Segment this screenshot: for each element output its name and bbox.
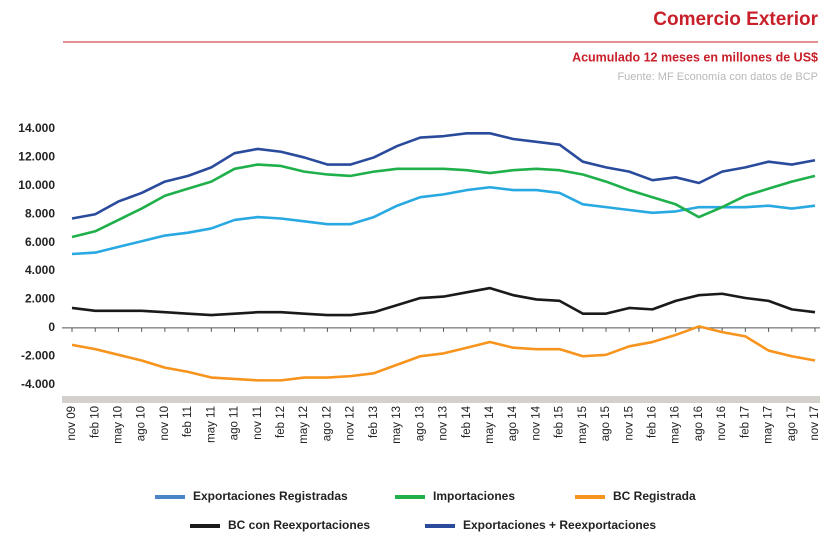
x-tick-label: may 17: [763, 406, 775, 444]
x-tick-label: feb 11: [182, 406, 194, 437]
x-tick-label: feb 17: [739, 406, 751, 438]
x-tick-label: feb 13: [368, 406, 380, 438]
y-tick-label: 6.000: [25, 235, 55, 249]
x-tick-label: ago 14: [507, 405, 519, 441]
x-tick-label: ago 13: [414, 406, 426, 441]
x-tick-label: nov 10: [159, 406, 171, 441]
chart-source: Fuente: MF Economía con datos de BCP: [617, 71, 818, 83]
x-tick-label: may 12: [298, 406, 310, 444]
x-tick-label: nov 17: [809, 406, 821, 441]
legend-label: Importaciones: [433, 489, 515, 503]
y-tick-label: 4.000: [25, 263, 55, 277]
x-tick-label: nov 16: [716, 406, 728, 441]
x-tick-label: nov 13: [438, 406, 450, 441]
x-tick-label: may 14: [484, 405, 496, 443]
x-tick-label: nov 11: [252, 406, 264, 440]
chart-title: Comercio Exterior: [653, 9, 818, 30]
x-tick-label: ago 15: [600, 406, 612, 441]
x-tick-label: may 15: [577, 406, 589, 444]
series-line: [71, 325, 816, 382]
legend-label: BC Registrada: [613, 489, 696, 503]
y-tick-label: 2.000: [25, 292, 55, 306]
x-tick-label: feb 15: [554, 406, 566, 438]
x-tick-label: may 13: [391, 406, 403, 444]
x-tick-label: may 10: [112, 406, 124, 444]
series-line: [71, 185, 816, 256]
x-tick-label: feb 10: [89, 406, 101, 438]
axis-band: [62, 396, 820, 403]
y-tick-label: 10.000: [18, 178, 55, 192]
y-tick-label: 0: [48, 320, 55, 334]
x-tick-label: ago 12: [321, 406, 333, 441]
series-line: [71, 163, 816, 239]
y-tick-label: -2.000: [21, 348, 55, 362]
x-tick-label: feb 16: [647, 406, 659, 438]
x-tick-label: ago 10: [136, 406, 148, 441]
series-line: [71, 132, 816, 220]
x-tick-label: nov 12: [345, 406, 357, 441]
x-tick-label: ago 16: [693, 406, 705, 441]
x-tick-label: may 11: [205, 406, 217, 443]
x-tick-label: feb 14: [461, 405, 473, 438]
x-tick-label: feb 12: [275, 406, 287, 438]
legend-label: Exportaciones Registradas: [193, 489, 348, 503]
x-tick-label: nov 14: [530, 405, 542, 440]
x-tick-label: may 16: [670, 406, 682, 444]
y-tick-label: 8.000: [25, 206, 55, 220]
legend-label: Exportaciones + Reexportaciones: [463, 518, 656, 532]
y-tick-label: 14.000: [18, 121, 55, 135]
x-tick-label: ago 17: [786, 406, 798, 441]
legend-label: BC con Reexportaciones: [228, 518, 370, 532]
chart-subtitle: Acumulado 12 meses en millones de US$: [572, 50, 818, 64]
series-line: [71, 286, 816, 317]
y-tick-label: -4.000: [21, 377, 55, 391]
x-tick-label: ago 11: [229, 406, 241, 440]
x-tick-label: nov 15: [623, 406, 635, 441]
x-tick-label: nov 09: [66, 406, 78, 441]
y-tick-label: 12.000: [18, 150, 55, 164]
